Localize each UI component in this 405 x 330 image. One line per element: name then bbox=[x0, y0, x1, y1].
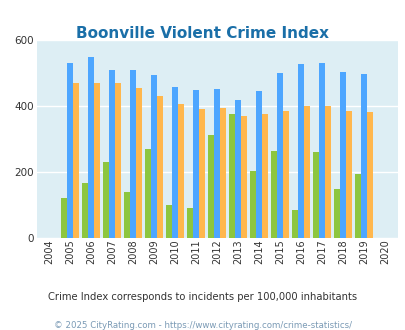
Bar bbox=[61, 198, 67, 238]
Bar bbox=[94, 82, 100, 238]
Bar bbox=[366, 112, 372, 238]
Bar bbox=[145, 148, 151, 238]
Bar bbox=[345, 111, 351, 238]
Bar bbox=[103, 162, 109, 238]
Bar bbox=[130, 70, 136, 238]
Bar bbox=[229, 114, 235, 238]
Bar bbox=[208, 135, 214, 238]
Bar bbox=[198, 109, 205, 238]
Bar bbox=[360, 74, 366, 238]
Bar bbox=[193, 90, 198, 238]
Bar bbox=[234, 100, 241, 238]
Bar bbox=[241, 116, 246, 238]
Bar bbox=[282, 111, 288, 238]
Bar bbox=[250, 171, 256, 238]
Text: © 2025 CityRating.com - https://www.cityrating.com/crime-statistics/: © 2025 CityRating.com - https://www.city… bbox=[54, 321, 351, 330]
Bar bbox=[124, 192, 130, 238]
Bar bbox=[324, 106, 330, 238]
Text: Boonville Violent Crime Index: Boonville Violent Crime Index bbox=[76, 26, 329, 41]
Bar bbox=[271, 151, 277, 238]
Bar bbox=[178, 104, 183, 238]
Bar bbox=[115, 83, 121, 238]
Bar bbox=[339, 72, 345, 238]
Bar bbox=[262, 114, 267, 238]
Bar bbox=[214, 89, 220, 238]
Bar bbox=[67, 63, 73, 238]
Text: Crime Index corresponds to incidents per 100,000 inhabitants: Crime Index corresponds to incidents per… bbox=[48, 292, 357, 302]
Bar bbox=[82, 183, 88, 238]
Bar bbox=[298, 64, 303, 238]
Bar bbox=[73, 83, 79, 238]
Bar bbox=[151, 75, 157, 238]
Bar bbox=[334, 189, 339, 238]
Bar bbox=[318, 63, 324, 238]
Bar bbox=[166, 205, 172, 238]
Bar bbox=[88, 57, 94, 238]
Bar bbox=[303, 106, 309, 238]
Bar bbox=[354, 174, 360, 238]
Bar bbox=[277, 73, 282, 238]
Bar bbox=[292, 210, 298, 238]
Bar bbox=[136, 88, 142, 238]
Bar bbox=[109, 70, 115, 238]
Bar bbox=[256, 91, 262, 238]
Bar bbox=[157, 96, 162, 238]
Bar bbox=[220, 108, 226, 238]
Bar bbox=[172, 87, 178, 238]
Bar bbox=[187, 208, 193, 238]
Bar bbox=[313, 152, 318, 238]
